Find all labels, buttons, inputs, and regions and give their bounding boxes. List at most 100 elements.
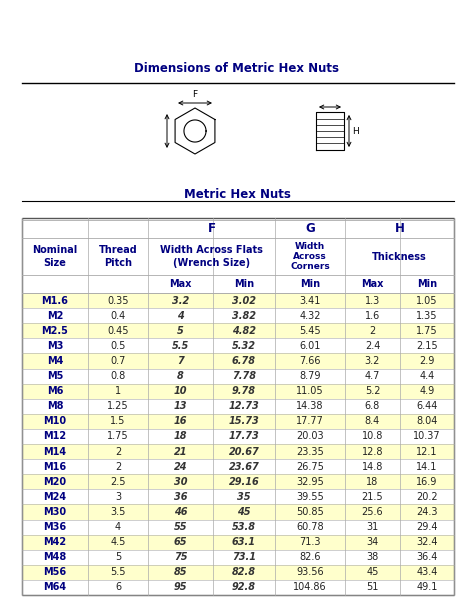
Text: M3: M3 (47, 341, 63, 351)
Text: 2: 2 (369, 326, 375, 336)
Text: 34: 34 (366, 537, 379, 547)
Text: M48: M48 (44, 552, 67, 562)
Text: 3.82: 3.82 (232, 311, 256, 321)
Text: M2: M2 (47, 311, 63, 321)
Text: M10: M10 (44, 416, 66, 427)
Text: 3.02: 3.02 (232, 295, 256, 305)
Text: 82.6: 82.6 (299, 552, 321, 562)
Text: 36.4: 36.4 (416, 552, 438, 562)
Text: 24: 24 (174, 462, 187, 471)
Text: 0.5: 0.5 (110, 341, 126, 351)
Text: 31: 31 (366, 522, 379, 532)
Text: 71.3: 71.3 (299, 537, 321, 547)
Text: 6: 6 (115, 582, 121, 592)
Text: M2.5: M2.5 (42, 326, 68, 336)
Text: 5.32: 5.32 (232, 341, 256, 351)
Text: 29.16: 29.16 (228, 477, 259, 487)
Text: F: F (208, 223, 216, 235)
Bar (22, 565, 454, 580)
Text: 20.03: 20.03 (296, 432, 324, 441)
Text: 1.6: 1.6 (365, 311, 380, 321)
Text: H: H (394, 223, 404, 235)
Text: 0.8: 0.8 (110, 371, 126, 381)
Text: M14: M14 (44, 446, 66, 457)
Text: M20: M20 (44, 477, 66, 487)
Text: 4.82: 4.82 (232, 326, 256, 336)
Text: 12.73: 12.73 (228, 402, 259, 411)
Text: Max: Max (169, 279, 191, 289)
Text: 35: 35 (237, 492, 251, 502)
Text: Thickness: Thickness (372, 251, 427, 262)
Text: 14.1: 14.1 (416, 462, 438, 471)
Text: 26.75: 26.75 (296, 462, 324, 471)
Text: 8: 8 (177, 371, 184, 381)
Text: 49.1: 49.1 (416, 582, 438, 592)
Bar (22, 444, 454, 459)
Text: 6.44: 6.44 (416, 402, 438, 411)
Text: 6.01: 6.01 (299, 341, 321, 351)
Text: 1.75: 1.75 (416, 326, 438, 336)
Text: 51: 51 (366, 582, 379, 592)
Text: M1.6: M1.6 (42, 295, 68, 305)
Text: 6.8: 6.8 (365, 402, 380, 411)
Text: 3.41: 3.41 (299, 295, 321, 305)
Text: 12.1: 12.1 (416, 446, 438, 457)
Text: 3: 3 (115, 492, 121, 502)
Bar (22, 414, 454, 429)
Text: 9.78: 9.78 (232, 386, 256, 396)
Text: M5: M5 (47, 371, 63, 381)
Text: Min: Min (300, 279, 320, 289)
Text: 29.4: 29.4 (416, 522, 438, 532)
Text: 38: 38 (366, 552, 379, 562)
Text: M6: M6 (47, 386, 63, 396)
Text: 8.04: 8.04 (416, 416, 438, 427)
Text: M36: M36 (44, 522, 66, 532)
Text: M4: M4 (47, 356, 63, 366)
Text: 0.4: 0.4 (110, 311, 126, 321)
Text: 18: 18 (174, 432, 187, 441)
Text: 17.73: 17.73 (228, 432, 259, 441)
Text: 55: 55 (174, 522, 187, 532)
Text: 32.95: 32.95 (296, 477, 324, 487)
Text: 23.67: 23.67 (228, 462, 259, 471)
Text: M42: M42 (44, 537, 66, 547)
Text: 1.25: 1.25 (107, 402, 129, 411)
Text: 1.75: 1.75 (107, 432, 129, 441)
Text: 2: 2 (115, 462, 121, 471)
Text: 2.4: 2.4 (365, 341, 380, 351)
Text: 32.4: 32.4 (416, 537, 438, 547)
Text: Min: Min (417, 279, 437, 289)
Text: Max: Max (361, 279, 383, 289)
Text: 10.8: 10.8 (362, 432, 383, 441)
Text: 36: 36 (174, 492, 187, 502)
Text: 75: 75 (174, 552, 187, 562)
Text: 1: 1 (115, 386, 121, 396)
Text: M8: M8 (47, 402, 63, 411)
Text: 2: 2 (115, 446, 121, 457)
Text: M56: M56 (44, 568, 66, 577)
Text: M24: M24 (44, 492, 66, 502)
Text: 20.2: 20.2 (416, 492, 438, 502)
Text: 0.7: 0.7 (110, 356, 126, 366)
Text: 30: 30 (174, 477, 187, 487)
Text: 7.78: 7.78 (232, 371, 256, 381)
Text: 3.2: 3.2 (172, 295, 189, 305)
Text: 3.5: 3.5 (110, 507, 126, 517)
Text: 8.79: 8.79 (299, 371, 321, 381)
Text: 50.85: 50.85 (296, 507, 324, 517)
Text: 43.4: 43.4 (416, 568, 438, 577)
Text: 4: 4 (115, 522, 121, 532)
Text: 1.5: 1.5 (110, 416, 126, 427)
Text: 0.45: 0.45 (107, 326, 129, 336)
Text: 53.8: 53.8 (232, 522, 256, 532)
Text: 12.8: 12.8 (362, 446, 383, 457)
Text: 5: 5 (177, 326, 184, 336)
Text: 11.05: 11.05 (296, 386, 324, 396)
Text: 2.5: 2.5 (110, 477, 126, 487)
Text: H: H (352, 126, 359, 135)
Text: 4.5: 4.5 (110, 537, 126, 547)
Text: 4.9: 4.9 (419, 386, 435, 396)
Text: 5.45: 5.45 (299, 326, 321, 336)
Text: 104.86: 104.86 (293, 582, 327, 592)
Text: 20.67: 20.67 (228, 446, 259, 457)
